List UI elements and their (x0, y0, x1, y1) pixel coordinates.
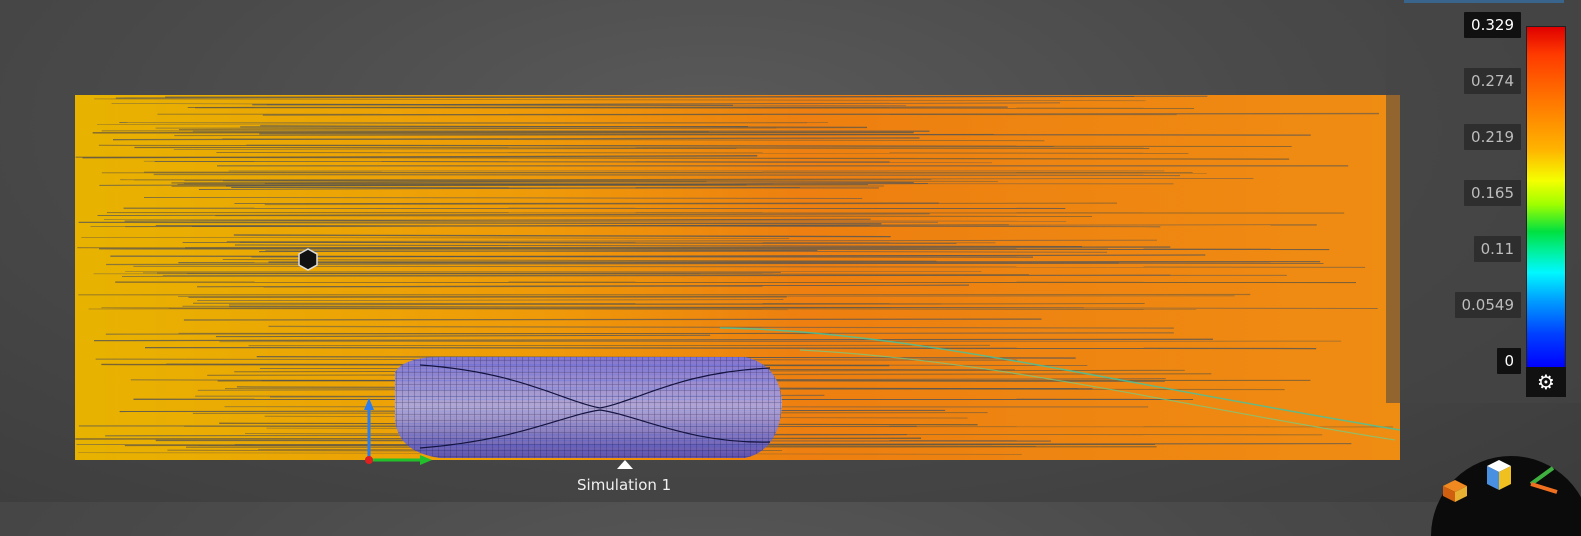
legend-tick: 0.165 (1464, 180, 1521, 206)
legend-tick-max: 0.329 (1464, 12, 1521, 38)
legend-tick: 0.0549 (1455, 292, 1522, 318)
legend-tick: 0.11 (1474, 236, 1521, 262)
3d-viewport[interactable] (0, 0, 1581, 502)
streamline (154, 174, 1180, 175)
legend-tick: 0.274 (1464, 68, 1521, 94)
gear-icon: ⚙ (1537, 370, 1555, 394)
streamline (252, 105, 733, 106)
streamline (110, 256, 1033, 257)
hexagon-marker-icon (299, 249, 317, 270)
legend-tick-min: 0 (1497, 348, 1521, 374)
simulation-marker[interactable] (617, 460, 633, 469)
geometry-model (395, 357, 782, 458)
streamline (193, 303, 941, 304)
view-cube-widget[interactable] (1431, 456, 1581, 536)
streamline (134, 147, 1149, 148)
streamline (157, 114, 1176, 115)
simulation-label[interactable]: Simulation 1 (577, 476, 671, 494)
streamline-field (0, 0, 1581, 502)
legend-settings-button[interactable]: ⚙ (1526, 367, 1566, 397)
legend-tick: 0.219 (1464, 124, 1521, 150)
view-cube-icon[interactable] (1431, 456, 1581, 502)
color-scale-bar (1526, 26, 1566, 369)
